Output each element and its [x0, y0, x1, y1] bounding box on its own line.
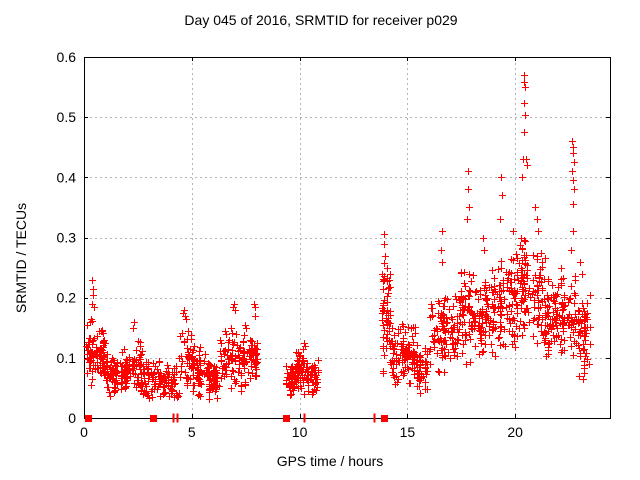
y-axis-label: SRMTID / TECUs	[13, 202, 29, 314]
zero-flag-square	[150, 415, 157, 422]
chart-title: Day 045 of 2016, SRMTID for receiver p02…	[184, 12, 458, 28]
zero-flag-square	[283, 415, 290, 422]
x-tick-label: 0	[80, 424, 88, 440]
x-tick-label: 15	[400, 424, 416, 440]
zero-flag-square	[85, 415, 92, 422]
zero-flag-square	[381, 415, 388, 422]
y-tick-label: 0.6	[57, 49, 77, 65]
y-tick-label: 0.1	[57, 350, 77, 366]
x-tick-label: 5	[188, 424, 196, 440]
y-tick-label: 0.5	[57, 109, 77, 125]
x-tick-label: 20	[507, 424, 523, 440]
x-tick-label: 10	[292, 424, 308, 440]
scatter-points	[83, 72, 594, 403]
y-tick-label: 0.2	[57, 290, 77, 306]
y-tick-label: 0.4	[57, 169, 77, 185]
y-tick-label: 0	[68, 410, 76, 426]
y-tick-label: 0.3	[57, 230, 77, 246]
x-axis-label: GPS time / hours	[276, 453, 384, 469]
